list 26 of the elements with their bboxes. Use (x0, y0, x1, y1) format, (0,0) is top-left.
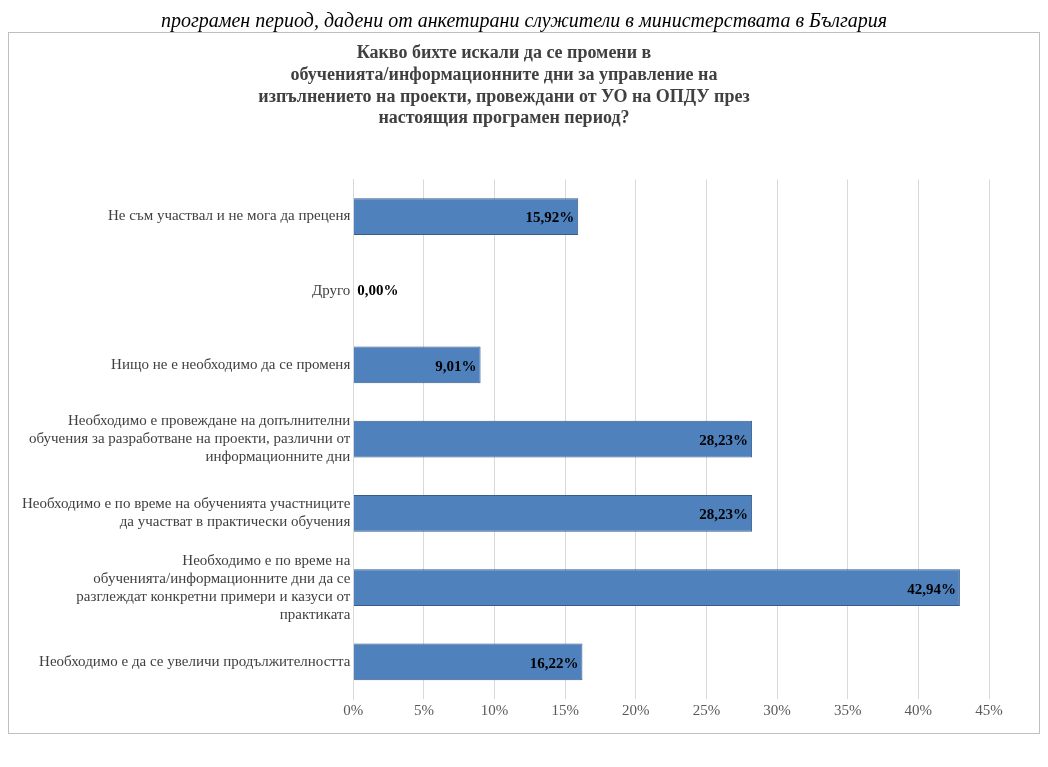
x-tick-label: 40% (904, 701, 933, 718)
y-tick-label: Необходимо е по време на обученията/информационните дни да се разглеждат конкретни примери и казуси от практиката (76, 551, 351, 622)
data-label: 16,22% (529, 654, 579, 671)
x-tick-label: 25% (692, 701, 721, 718)
y-tick-label: Необходимо е да се увеличи продължителността (39, 652, 351, 669)
y-tick-label: Друго (311, 281, 351, 298)
x-tick-label: 10% (480, 701, 509, 718)
y-tick-label: Не съм участвал и не мога да преценя (107, 207, 351, 224)
x-tick-label: 35% (833, 701, 862, 718)
data-label: 15,92% (525, 209, 575, 226)
y-tick-label: Необходимо е по време на обученията участниците да участват в практически обучения (22, 495, 351, 530)
x-tick-label: 0% (343, 701, 364, 718)
data-label: 0,00% (357, 281, 399, 298)
x-tick-label: 45% (975, 701, 1003, 718)
x-tick-label: 30% (763, 701, 791, 718)
text: програмен период, дадени от анкетирани служители в министерствата в България (159, 8, 889, 32)
data-label: 42,94% (907, 580, 956, 597)
data-label: 28,23% (699, 432, 749, 449)
data-label: 9,01% (435, 357, 477, 374)
x-tick-label: 15% (551, 701, 579, 718)
x-tick-label: 20% (622, 701, 650, 718)
chart-title: Какво бихте искали да се промени в обученията/информационните дни за управление на изпълнението на проекти, провеждани от УО на ОПДУ през настоящия програмен период? (258, 42, 750, 128)
x-tick-label: 5% (413, 701, 434, 718)
y-tick-label: Необходимо е провеждане на допълнителни обучения за разработване на проекти, различни от информационните дни (29, 412, 351, 465)
data-label: 28,23% (699, 506, 749, 523)
y-tick-label: Нищо не е необходимо да се променя (111, 355, 351, 372)
